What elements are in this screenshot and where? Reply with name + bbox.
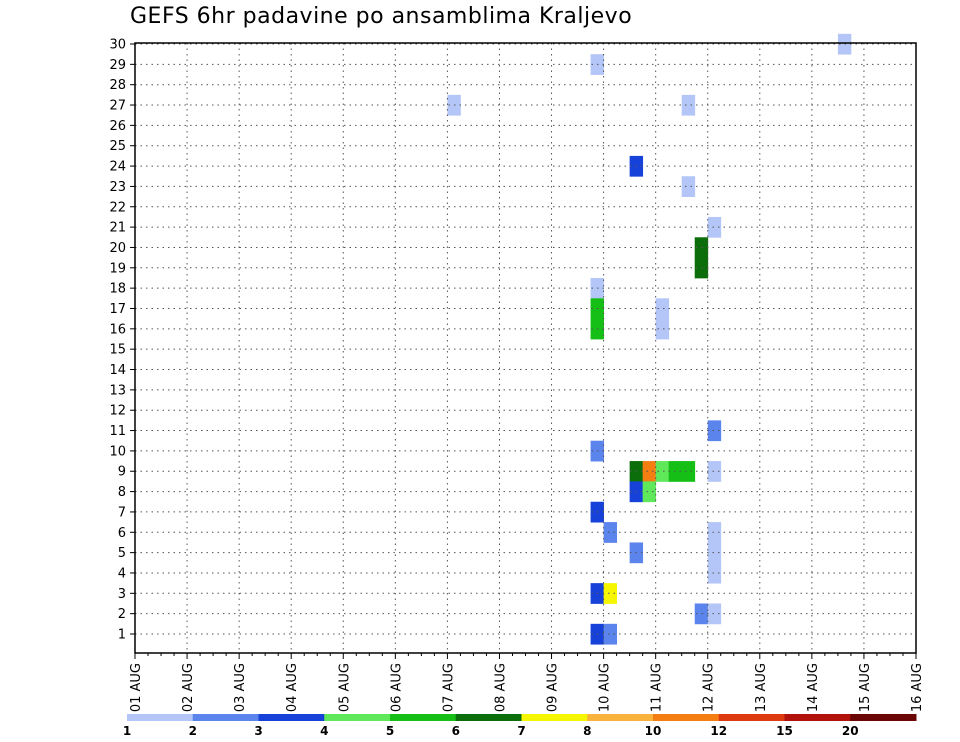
y-tick-label: 2 bbox=[118, 607, 126, 622]
precip-cell bbox=[707, 216, 722, 238]
y-axis: 1234567891011121314151617181920212223242… bbox=[109, 38, 135, 643]
x-tick-label: 09 AUG bbox=[546, 663, 561, 712]
x-axis: 01 AUG 02 AUG 03 AUG 04 AUG 05 AUG 06 AUG 07 A… bbox=[129, 653, 925, 712]
y-tick-label: 16 bbox=[109, 322, 126, 337]
y-tick-label: 30 bbox=[109, 38, 126, 53]
grid-layer bbox=[135, 43, 916, 653]
colorbar-swatch bbox=[784, 714, 851, 721]
colorbar-swatch bbox=[324, 714, 391, 721]
y-tick-label: 6 bbox=[118, 526, 126, 541]
colorbar-label: 2 bbox=[189, 724, 197, 738]
y-tick-label: 15 bbox=[109, 343, 126, 358]
precip-cell bbox=[655, 318, 670, 340]
x-tick-label: 04 AUG bbox=[285, 663, 300, 712]
y-tick-label: 8 bbox=[118, 485, 126, 500]
x-tick-label: 15 AUG bbox=[858, 663, 873, 712]
colorbar-swatch bbox=[455, 714, 522, 721]
precip-cell bbox=[655, 298, 670, 320]
precip-cell bbox=[707, 522, 722, 543]
precip-cell bbox=[642, 461, 657, 482]
plot-frame bbox=[134, 42, 917, 654]
x-tick-label: 10 AUG bbox=[598, 663, 613, 712]
precip-cell bbox=[603, 623, 618, 645]
colorbar-label: 6 bbox=[452, 724, 460, 738]
y-tick-label: 24 bbox=[109, 160, 126, 175]
precip-cell bbox=[707, 562, 722, 584]
colorbar-swatch bbox=[653, 714, 720, 721]
colorbar-label: 5 bbox=[386, 724, 394, 738]
precip-cell bbox=[707, 542, 722, 564]
x-tick-label: 14 AUG bbox=[806, 663, 821, 712]
precip-cell bbox=[707, 420, 722, 442]
y-tick-label: 10 bbox=[109, 444, 126, 459]
y-tick-label: 3 bbox=[118, 587, 126, 602]
x-tick-label: 08 AUG bbox=[493, 663, 508, 712]
colorbar-label: 3 bbox=[254, 724, 262, 738]
y-tick-label: 19 bbox=[109, 261, 126, 276]
colorbar-label: 20 bbox=[842, 724, 859, 738]
y-tick-label: 26 bbox=[109, 119, 126, 134]
x-tick-label: 12 AUG bbox=[702, 663, 717, 712]
colorbar-label: 8 bbox=[583, 724, 591, 738]
y-tick-label: 20 bbox=[109, 241, 126, 256]
y-tick-label: 27 bbox=[109, 99, 126, 114]
x-tick-label: 13 AUG bbox=[754, 663, 769, 712]
colorbar-swatch bbox=[718, 714, 785, 721]
precip-cell bbox=[681, 94, 696, 116]
precip-cell bbox=[694, 237, 709, 259]
cells-layer bbox=[447, 33, 852, 645]
y-tick-label: 25 bbox=[109, 139, 126, 154]
y-tick-label: 14 bbox=[109, 363, 126, 378]
x-tick-label: 05 AUG bbox=[337, 663, 352, 712]
colorbar-swatch bbox=[850, 714, 917, 721]
y-tick-label: 17 bbox=[109, 302, 126, 317]
x-tick-label: 01 AUG bbox=[129, 663, 144, 712]
y-tick-label: 29 bbox=[109, 58, 126, 73]
colorbar-label: 12 bbox=[710, 724, 727, 738]
x-tick-label: 06 AUG bbox=[389, 663, 404, 712]
y-tick-label: 21 bbox=[109, 221, 126, 236]
x-tick-label: 16 AUG bbox=[910, 663, 925, 712]
precip-cell bbox=[642, 481, 657, 503]
precip-cell bbox=[707, 603, 722, 625]
y-tick-label: 11 bbox=[109, 424, 126, 439]
x-tick-label: 11 AUG bbox=[650, 663, 665, 712]
colorbar-swatch bbox=[192, 714, 259, 721]
colorbar-swatch bbox=[258, 714, 325, 721]
colorbar-swatch bbox=[127, 714, 194, 721]
y-tick-label: 18 bbox=[109, 282, 126, 297]
precip-cell bbox=[603, 583, 618, 604]
colorbar-swatch bbox=[521, 714, 588, 721]
y-tick-label: 1 bbox=[118, 628, 126, 643]
precip-cell bbox=[694, 257, 709, 279]
y-tick-label: 22 bbox=[109, 200, 126, 215]
x-tick-label: 03 AUG bbox=[233, 663, 248, 712]
y-tick-label: 12 bbox=[109, 404, 126, 419]
colorbar-label: 1 bbox=[123, 724, 131, 738]
colorbar-label: 4 bbox=[320, 724, 328, 738]
colorbar-label: 7 bbox=[517, 724, 525, 738]
y-tick-label: 13 bbox=[109, 383, 126, 398]
precip-cell bbox=[694, 603, 709, 625]
precip-cell bbox=[681, 461, 696, 482]
chart-title: GEFS 6hr padavine po ansamblima Kraljevo bbox=[130, 4, 633, 29]
y-tick-label: 5 bbox=[118, 546, 126, 561]
y-tick-label: 28 bbox=[109, 78, 126, 93]
y-tick-label: 7 bbox=[118, 505, 126, 520]
y-tick-label: 4 bbox=[118, 566, 126, 581]
x-tick-label: 07 AUG bbox=[441, 663, 456, 712]
colorbar-swatch bbox=[587, 714, 654, 721]
colorbar-label: 15 bbox=[776, 724, 793, 738]
x-tick-label: 02 AUG bbox=[181, 663, 196, 712]
precip-cell bbox=[603, 522, 618, 543]
precip-cell bbox=[655, 461, 670, 482]
colorbar-label: 10 bbox=[645, 724, 662, 738]
precip-cell bbox=[681, 176, 696, 197]
colorbar-swatch bbox=[390, 714, 457, 721]
colorbar: 1 2 3 4 5 6 7 8 10 12 15 20 bbox=[123, 714, 917, 738]
y-tick-label: 23 bbox=[109, 180, 126, 195]
precip-cell bbox=[707, 461, 722, 482]
y-tick-label: 9 bbox=[118, 465, 126, 480]
